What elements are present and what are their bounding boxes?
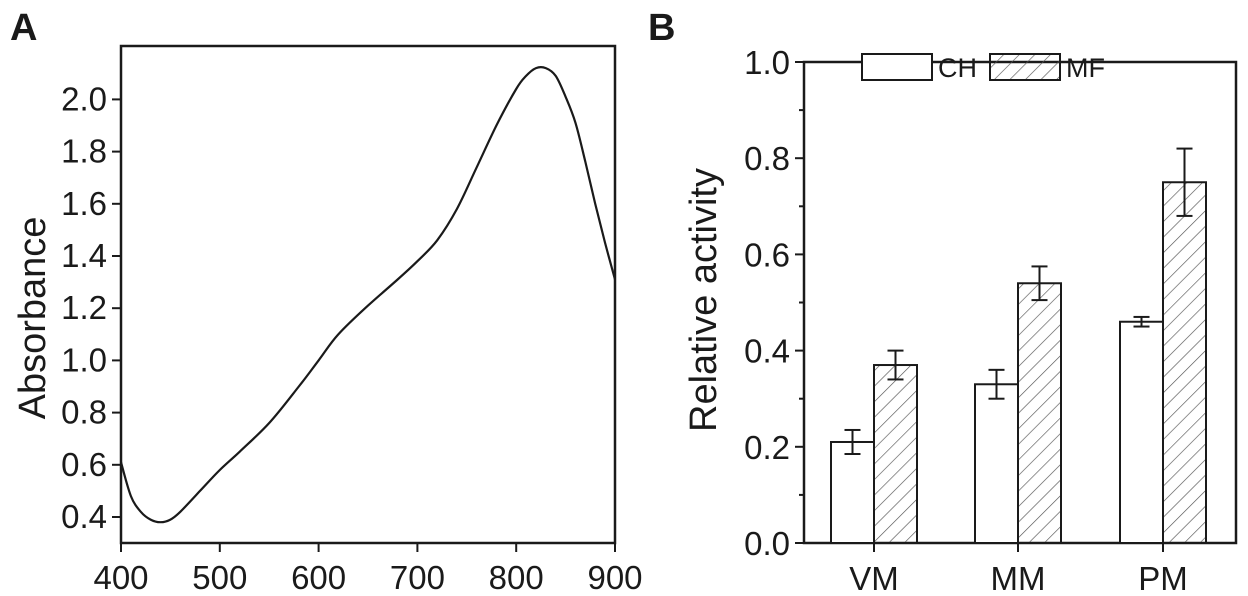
panel-b-y-tick-label: 0.6 <box>744 236 790 273</box>
bar-ch-pm <box>1119 320 1164 544</box>
panel-a-x-tick-label: 800 <box>489 559 544 596</box>
panel-b-x-axis: VM MM PM <box>849 543 1188 596</box>
panel-a-x-tick-label: 500 <box>192 559 247 596</box>
panel-a-y-tick-label: 1.2 <box>61 289 107 326</box>
panel-b: B 0.0 0.2 0.4 0.6 0.8 1.0 VM MM PM Relative act… <box>648 7 1238 596</box>
panel-b-y-axis: 0.0 0.2 0.4 0.6 0.8 1.0 <box>744 44 804 562</box>
panel-a-y-tick-label: 0.6 <box>61 446 107 483</box>
panel-a-y-tick-label: 0.4 <box>61 498 107 535</box>
panel-a: A 400 500 600 700 800 900 0.4 0.6 0.8 1.0 1.2 1.4 1… <box>10 7 643 596</box>
panel-b-label: B <box>648 7 675 49</box>
panel-b-y-axis-title: Relative activity <box>683 168 725 432</box>
panel-b-bars <box>830 147 1207 544</box>
panel-b-x-tick-label: VM <box>849 560 899 596</box>
panel-b-y-tick-label: 0.0 <box>744 525 790 562</box>
panel-a-x-axis: 400 500 600 700 800 900 <box>93 543 643 596</box>
bar-mf-mm <box>1017 282 1062 544</box>
panel-a-x-tick-label: 700 <box>390 559 445 596</box>
panel-a-x-tick-label: 400 <box>93 559 148 596</box>
legend-label-ch: CH <box>938 53 977 83</box>
legend-label-mf: MF <box>1066 53 1105 83</box>
panel-a-frame <box>119 44 617 545</box>
panel-a-x-tick-label: 900 <box>587 559 642 596</box>
panel-b-x-tick-label: PM <box>1138 560 1188 596</box>
panel-b-x-tick-label: MM <box>991 560 1046 596</box>
panel-a-y-tick-label: 2.0 <box>61 80 107 117</box>
absorbance-line <box>119 66 617 524</box>
panel-a-y-tick-label: 0.8 <box>61 394 107 431</box>
bar-mf-vm <box>873 364 918 544</box>
panel-a-y-tick-label: 1.0 <box>61 341 107 378</box>
panel-a-x-tick-label: 600 <box>291 559 346 596</box>
panel-a-label: A <box>10 7 37 49</box>
bar-ch-mm <box>974 383 1019 544</box>
bar-mf-pm <box>1162 181 1207 544</box>
legend-swatch-ch <box>861 53 933 81</box>
panel-b-y-tick-label: 0.8 <box>744 140 790 177</box>
panel-b-y-tick-label: 0.2 <box>744 429 790 466</box>
legend-swatch-mf <box>989 53 1061 81</box>
bar-ch-vm <box>830 440 875 544</box>
legend: CH MF <box>861 53 1105 83</box>
panel-b-y-tick-label: 1.0 <box>744 44 790 81</box>
panel-a-y-axis-title: Absorbance <box>12 217 54 420</box>
panel-a-y-tick-label: 1.4 <box>61 237 107 274</box>
panel-a-y-axis: 0.4 0.6 0.8 1.0 1.2 1.4 1.6 1.8 2.0 <box>61 80 121 535</box>
panel-a-y-tick-label: 1.8 <box>61 133 107 170</box>
panel-b-y-tick-label: 0.4 <box>744 333 790 370</box>
panel-a-y-tick-label: 1.6 <box>61 185 107 222</box>
